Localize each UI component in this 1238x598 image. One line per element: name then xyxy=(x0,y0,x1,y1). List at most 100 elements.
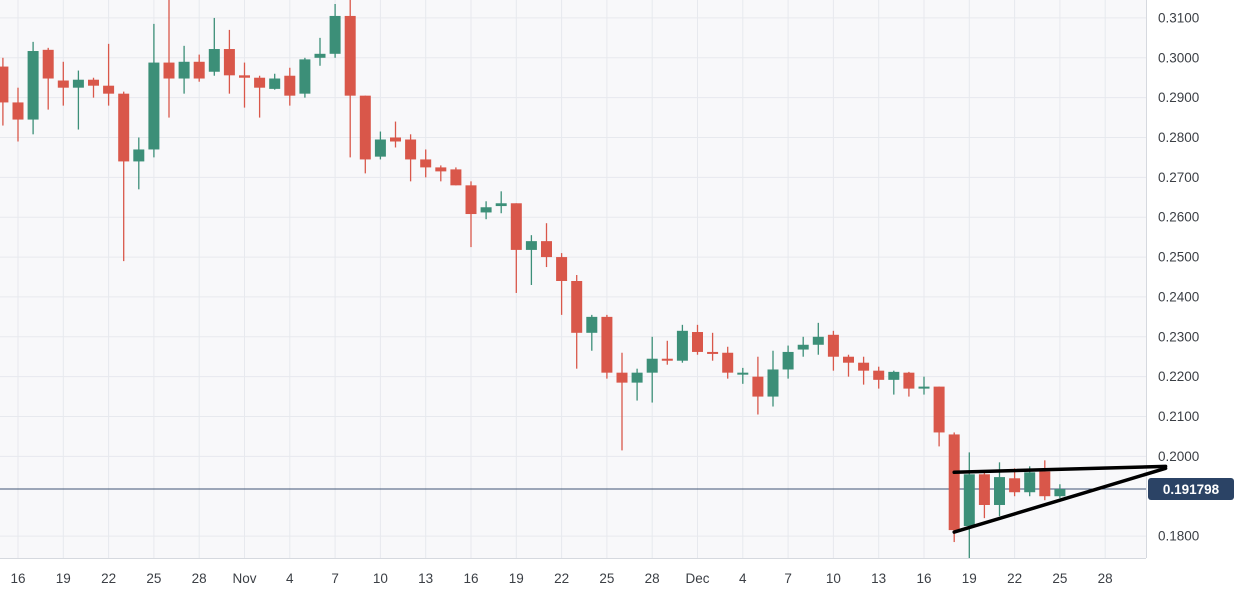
y-tick-label: 0.3100 xyxy=(1158,10,1199,25)
candle-body-down xyxy=(103,85,115,94)
y-tick-label: 0.2900 xyxy=(1158,90,1199,105)
candle-body-up xyxy=(1054,489,1066,497)
candle-body-up xyxy=(374,139,386,157)
candle-body-down xyxy=(873,370,885,380)
candle-body-down xyxy=(0,66,9,103)
y-tick-label: 0.2500 xyxy=(1158,250,1199,265)
current-price-label: 0.191798 xyxy=(1163,482,1220,497)
candle-body-up xyxy=(767,369,779,397)
candle-body-down xyxy=(616,372,628,383)
x-tick-label: 25 xyxy=(1052,571,1067,586)
candle-body-down xyxy=(722,352,734,373)
candle-body-up xyxy=(269,78,281,89)
candle-body-up xyxy=(676,330,688,361)
x-tick-label: 4 xyxy=(739,571,747,586)
candle-body-down xyxy=(254,77,266,88)
candle-body-down xyxy=(933,386,945,433)
candle-body-up xyxy=(208,49,220,72)
x-tick-label: 19 xyxy=(56,571,71,586)
candle-body-up xyxy=(888,371,900,380)
x-tick-label: 22 xyxy=(1007,571,1022,586)
candle-body-down xyxy=(450,169,462,186)
candle-body-down xyxy=(223,49,235,76)
candle-body-down xyxy=(661,358,673,361)
y-tick-label: 0.2100 xyxy=(1158,409,1199,424)
candle-body-down xyxy=(405,139,417,160)
y-tick-label: 0.2800 xyxy=(1158,130,1199,145)
candle-body-down xyxy=(843,356,854,363)
candle-body-down xyxy=(752,376,764,397)
trendline-upper xyxy=(952,464,1168,475)
candle-body-down xyxy=(827,334,839,357)
y-tick-label: 0.3000 xyxy=(1158,50,1199,65)
candle-body-down xyxy=(541,241,552,258)
candle-body-up xyxy=(299,59,311,94)
candle-body-up xyxy=(178,61,190,79)
candle-body-down xyxy=(359,95,371,160)
x-tick-label: 28 xyxy=(192,571,207,586)
candle-body-down xyxy=(163,62,175,79)
candle-body-up xyxy=(495,203,507,207)
candle-body-down xyxy=(571,280,583,333)
candle-body-down xyxy=(465,185,477,215)
x-tick-label: 10 xyxy=(826,571,841,586)
candle-body-down xyxy=(239,75,250,78)
x-tick-label: 28 xyxy=(1098,571,1113,586)
candle-body-up xyxy=(72,79,84,88)
x-tick-label: 25 xyxy=(599,571,614,586)
candle-body-down xyxy=(344,15,356,96)
candle-body-down xyxy=(1039,471,1051,497)
candle-body-down xyxy=(193,61,205,79)
x-tick-label: 22 xyxy=(101,571,116,586)
x-tick-label: Dec xyxy=(685,571,709,586)
y-tick-label: 0.2700 xyxy=(1158,170,1199,185)
candle-body-down xyxy=(510,203,522,250)
current-price-tag xyxy=(1148,478,1234,501)
y-tick-label: 0.2600 xyxy=(1158,210,1199,225)
candle-body-down xyxy=(284,75,296,96)
x-tick-label: 13 xyxy=(871,571,886,586)
candle-body-down xyxy=(435,167,447,172)
candle-body-down xyxy=(556,257,568,281)
candle-body-up xyxy=(480,207,492,213)
candle-body-up xyxy=(525,241,537,250)
x-tick-label: 25 xyxy=(146,571,161,586)
candle-body-up xyxy=(148,62,160,150)
y-tick-label: 0.2200 xyxy=(1158,369,1199,384)
trendline-lower xyxy=(952,466,1168,534)
x-tick-label: Nov xyxy=(232,571,256,586)
x-tick-label: 16 xyxy=(463,571,478,586)
y-tick-label: 0.2300 xyxy=(1158,329,1199,344)
candle-body-up xyxy=(918,386,930,389)
candle-body-down xyxy=(12,102,24,120)
candle-body-down xyxy=(948,434,960,531)
x-tick-label: 19 xyxy=(509,571,524,586)
candle-body-down xyxy=(858,362,870,371)
candle-body-up xyxy=(797,344,809,350)
candle-body-down xyxy=(42,49,54,79)
candle-body-down xyxy=(601,316,613,373)
candle-body-up xyxy=(737,372,749,375)
y-tick-label: 0.2000 xyxy=(1158,449,1199,464)
candle-body-up xyxy=(133,149,145,162)
candle-body-up xyxy=(27,51,39,120)
candle-body-down xyxy=(707,351,719,354)
candle-body-up xyxy=(812,336,824,345)
candle-body-down xyxy=(978,474,990,505)
x-tick-label: 19 xyxy=(962,571,977,586)
x-tick-label: 7 xyxy=(784,571,792,586)
candle-body-up xyxy=(782,351,794,370)
candle-body-up xyxy=(963,474,975,527)
candle-body-down xyxy=(88,79,99,86)
x-tick-label: 7 xyxy=(331,571,339,586)
x-tick-label: 4 xyxy=(286,571,294,586)
candle-body-up xyxy=(329,15,341,54)
candle-body-down xyxy=(118,93,130,162)
candle-body-down xyxy=(57,80,69,88)
candle-body-up xyxy=(1024,472,1036,493)
y-tick-label: 0.1800 xyxy=(1158,529,1199,544)
x-tick-label: 22 xyxy=(554,571,569,586)
candle-body-down xyxy=(420,159,432,168)
